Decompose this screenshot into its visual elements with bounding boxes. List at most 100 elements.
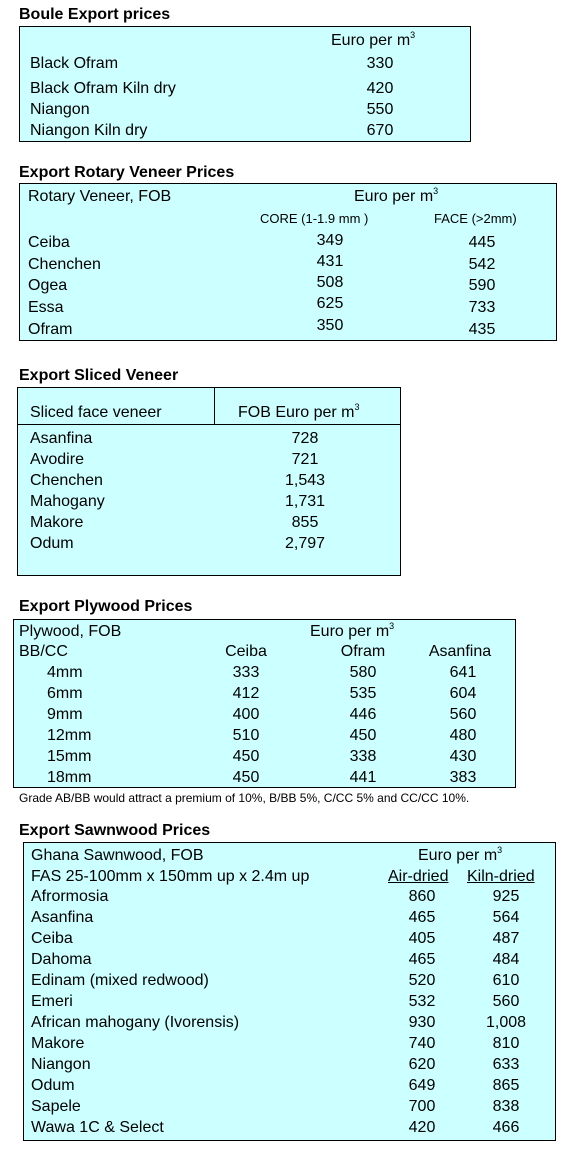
rotary-row-face: 435 (468, 321, 496, 338)
rotary-row-name: Essa (28, 299, 64, 316)
sawnwood-row-name: Niangon (31, 1056, 91, 1073)
sliced-title: Export Sliced Veneer (19, 367, 179, 384)
boule-table: Euro per m3 Black Ofram 330 Black Ofram … (19, 26, 471, 142)
sawnwood-row-air: 465 (408, 951, 436, 968)
sawnwood-row-air: 520 (408, 972, 436, 989)
boule-row-name: Black Ofram (30, 55, 119, 72)
plywood-row-ceiba: 450 (232, 748, 260, 765)
rotary-row-face: 445 (468, 234, 496, 251)
rotary-row-name: Chenchen (28, 256, 101, 273)
plywood-col-asanfina: Asanfina (428, 643, 492, 660)
rotary-col-face: FACE (>2mm) (434, 211, 517, 226)
sawnwood-row-name: Sapele (31, 1098, 81, 1115)
sliced-row-name: Mahogany (30, 493, 105, 510)
rotary-row-core: 508 (316, 274, 344, 291)
sawnwood-spec: FAS 25-100mm x 150mm up x 2.4m up (31, 868, 310, 885)
sawnwood-row-kiln: 925 (492, 888, 520, 905)
plywood-row-ceiba: 333 (232, 664, 260, 681)
sawnwood-row-name: Emeri (31, 993, 73, 1010)
sawnwood-row-name: Odum (31, 1077, 75, 1094)
sawnwood-row-name: Wawa 1C & Select (31, 1119, 164, 1136)
sliced-row-name: Odum (30, 535, 74, 552)
rotary-header: Euro per m3 (354, 186, 439, 206)
plywood-row-size: 18mm (47, 769, 92, 786)
boule-header: Euro per m3 (331, 30, 416, 50)
rotary-row-name: Ceiba (28, 234, 70, 251)
sawnwood-row-name: Makore (31, 1035, 85, 1052)
boule-row-value: 670 (366, 122, 394, 139)
sawnwood-row-kiln: 484 (492, 951, 520, 968)
boule-row-name: Niangon Kiln dry (30, 122, 148, 139)
sawnwood-row-name: African mahogany (Ivorensis) (31, 1014, 240, 1031)
boule-title: Boule Export prices (19, 6, 171, 23)
sawnwood-row-kiln: 1,008 (485, 1014, 527, 1031)
plywood-row-ceiba: 510 (232, 727, 260, 744)
sawnwood-row-kiln: 487 (492, 930, 520, 947)
sawnwood-row-air: 740 (408, 1035, 436, 1052)
sliced-row-value: 1,731 (284, 493, 326, 510)
plywood-row-size: 6mm (47, 685, 83, 702)
sawnwood-row-kiln: 564 (492, 909, 520, 926)
plywood-row-asanfina: 560 (449, 706, 477, 723)
rotary-col-core: CORE (1-1.9 mm ) (260, 211, 369, 226)
sawnwood-row-kiln: 560 (492, 993, 520, 1010)
sawnwood-row-air: 620 (408, 1056, 436, 1073)
sawnwood-title: Export Sawnwood Prices (19, 822, 211, 839)
sliced-col-price: FOB Euro per m3 (238, 402, 360, 422)
sliced-table: Sliced face veneer FOB Euro per m3 Asanf… (17, 387, 401, 576)
plywood-row-size: 4mm (47, 664, 83, 681)
sliced-row-name: Chenchen (30, 472, 103, 489)
sawnwood-header: Euro per m3 (418, 845, 503, 865)
plywood-row-ofram: 446 (349, 706, 377, 723)
boule-row-value: 420 (366, 80, 394, 97)
plywood-row-asanfina: 383 (449, 769, 477, 786)
sliced-row-value: 721 (291, 451, 319, 468)
plywood-label: Plywood, FOB (19, 623, 122, 640)
plywood-grade: BB/CC (19, 643, 68, 660)
plywood-title: Export Plywood Prices (19, 598, 193, 615)
sawnwood-row-name: Asanfina (31, 909, 94, 926)
plywood-row-ofram: 580 (349, 664, 377, 681)
sawnwood-row-kiln: 838 (492, 1098, 520, 1115)
sawnwood-row-air: 649 (408, 1077, 436, 1094)
sliced-row-value: 728 (291, 430, 319, 447)
sawnwood-row-name: Dahoma (31, 951, 92, 968)
plywood-header: Euro per m3 (310, 621, 395, 641)
rotary-row-core: 349 (316, 232, 344, 249)
plywood-col-ceiba: Ceiba (225, 643, 267, 660)
plywood-row-ceiba: 400 (232, 706, 260, 723)
plywood-row-asanfina: 604 (449, 685, 477, 702)
sliced-row-value: 855 (291, 514, 319, 531)
sawnwood-row-kiln: 466 (492, 1119, 520, 1136)
rotary-row-name: Ofram (28, 321, 73, 338)
sliced-column-divider (214, 388, 215, 424)
sawnwood-row-air: 930 (408, 1014, 436, 1031)
sawnwood-row-air: 860 (408, 888, 436, 905)
sawnwood-row-air: 420 (408, 1119, 436, 1136)
sliced-row-value: 1,543 (284, 472, 326, 489)
rotary-table: Rotary Veneer, FOB Euro per m3 CORE (1-1… (19, 183, 557, 341)
sawnwood-row-kiln: 865 (492, 1077, 520, 1094)
rotary-row-core: 625 (316, 295, 344, 312)
plywood-row-size: 9mm (47, 706, 83, 723)
rotary-label: Rotary Veneer, FOB (28, 188, 172, 205)
rotary-row-core: 431 (316, 253, 344, 270)
sawnwood-row-air: 405 (408, 930, 436, 947)
plywood-row-ceiba: 412 (232, 685, 260, 702)
boule-row-name: Black Ofram Kiln dry (30, 80, 176, 97)
sliced-row-name: Makore (30, 514, 84, 531)
sawnwood-row-air: 532 (408, 993, 436, 1010)
rotary-row-face: 590 (468, 277, 496, 294)
sawnwood-row-name: Edinam (mixed redwood) (31, 972, 209, 989)
rotary-row-name: Ogea (28, 277, 68, 294)
plywood-row-ofram: 338 (349, 748, 377, 765)
plywood-row-asanfina: 430 (449, 748, 477, 765)
plywood-row-size: 15mm (47, 748, 92, 765)
sawnwood-table: Ghana Sawnwood, FOB Euro per m3 FAS 25-1… (23, 842, 556, 1141)
sawnwood-row-air: 465 (408, 909, 436, 926)
boule-row-value: 330 (366, 55, 394, 72)
plywood-row-ceiba: 450 (232, 769, 260, 786)
sawnwood-col-air: Air-dried (388, 868, 449, 885)
plywood-row-asanfina: 641 (449, 664, 477, 681)
plywood-row-ofram: 450 (349, 727, 377, 744)
